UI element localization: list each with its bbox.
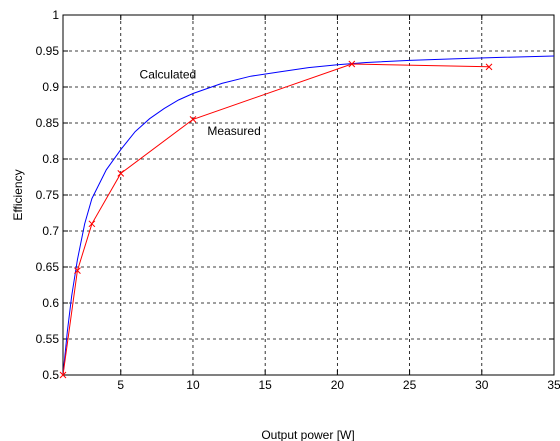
marker-stroke [59,371,67,379]
annotations: Calculated Measured [140,67,261,138]
marker-stroke [117,170,125,177]
data-point-measured [348,60,356,68]
series-line-calculated [62,55,555,376]
y-tick-label: 1 [52,8,59,22]
y-tick-label: 0.55 [36,332,60,346]
x-tick-label: 25 [403,378,417,392]
y-tick-label: 0.8 [42,152,59,166]
marker-stroke [74,267,81,274]
grid-lines [63,15,554,375]
y-tick-label: 0.85 [36,116,60,130]
y-tick-label: 0.6 [42,296,59,310]
y-tick-label: 0.65 [36,260,60,274]
marker-stroke [348,60,356,68]
data-point-measured [485,63,493,71]
x-tick-label: 10 [186,378,200,392]
data-point-measured [88,220,96,228]
axis-ticks: 5 10 15 20 25 30 35 0.5 0.55 0.6 0.65 0.7 0.75 0.8 0.8… [36,8,560,392]
y-tick-label: 0.95 [36,44,60,58]
x-tick-label: 5 [117,378,124,392]
data-point-measured [117,170,125,177]
data-point-measured [59,371,67,379]
x-tick-label: 35 [547,378,560,392]
y-tick-label: 0.7 [42,224,59,238]
annotation-measured: Measured [207,124,260,138]
y-axis-title: Efficiency [11,169,25,220]
marker-stroke [189,116,197,123]
series-lines [59,55,555,379]
y-tick-label: 0.9 [42,80,59,94]
x-tick-label: 20 [331,378,345,392]
x-tick-label: 15 [258,378,272,392]
marker-stroke [88,220,96,228]
annotation-calculated: Calculated [140,67,197,81]
x-axis-title: Output power [W] [261,428,354,441]
x-tick-label: 30 [475,378,489,392]
marker-stroke [485,63,493,71]
data-point-measured [189,116,197,123]
y-tick-label: 0.75 [36,188,60,202]
data-point-measured [74,267,81,274]
y-tick-label: 0.5 [42,368,59,382]
series-line-measured [62,63,490,376]
